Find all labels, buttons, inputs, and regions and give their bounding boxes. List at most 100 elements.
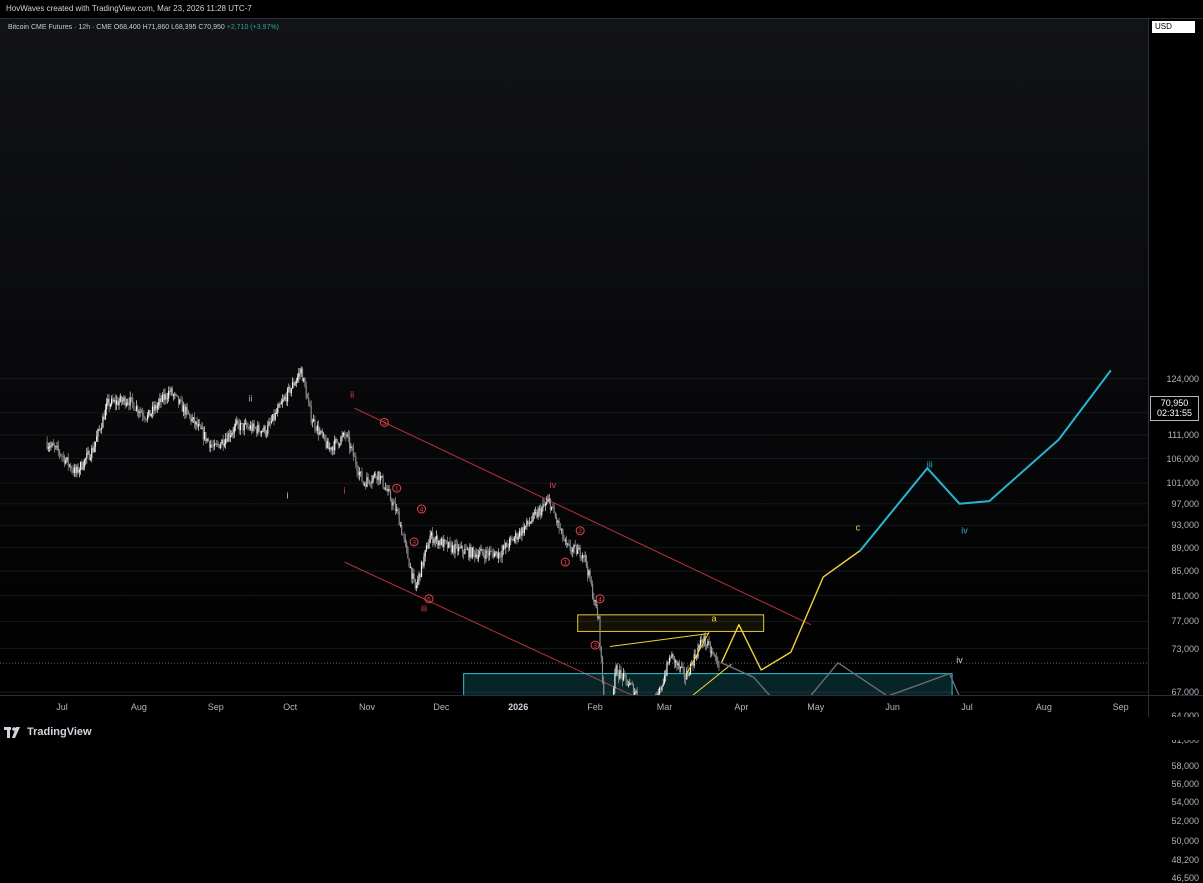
candle-body <box>666 662 668 676</box>
candle-body <box>403 535 405 539</box>
candle-body <box>351 446 353 448</box>
candle-body <box>686 670 688 680</box>
candle-body <box>382 475 384 488</box>
candle-body <box>373 473 375 476</box>
candle-body <box>252 423 254 431</box>
candle-body <box>439 540 441 545</box>
candle-body <box>596 608 599 618</box>
candle-body <box>350 446 352 449</box>
candle-body <box>242 423 244 431</box>
wave-label: c <box>856 523 861 533</box>
candle-body <box>542 504 544 508</box>
candle-body <box>663 675 666 684</box>
candle-body <box>107 398 109 404</box>
wave-label: iv <box>956 655 963 665</box>
time-tick-label: Mar <box>656 702 673 712</box>
candle-body <box>82 467 84 470</box>
candle-body <box>320 430 322 432</box>
candle-body <box>160 398 162 402</box>
candle-body <box>87 451 89 454</box>
candle-body <box>713 653 715 656</box>
candle-body <box>372 475 374 481</box>
candle-body <box>349 436 351 449</box>
candle-body <box>370 483 372 484</box>
time-axis[interactable]: Jul Aug Sep Oct Nov Dec 2026 Feb Mar Apr May Jun Jul… <box>0 695 1148 718</box>
candle-body <box>660 687 662 690</box>
candle-body <box>715 657 718 660</box>
candle-body <box>418 573 420 580</box>
candle-body <box>329 447 331 450</box>
candle-body <box>50 445 52 447</box>
circled-wave-number: 3 <box>383 420 387 427</box>
legend-high: H71,860 <box>142 24 170 31</box>
candle-body <box>409 567 411 568</box>
candle-body <box>570 550 573 552</box>
candle-body <box>345 435 347 437</box>
candle-body <box>110 398 113 405</box>
candle-body <box>569 544 571 551</box>
price-tick-label: 101,000 <box>1166 478 1199 489</box>
candle-body <box>554 513 556 518</box>
candle-body <box>275 412 278 414</box>
candle-body <box>553 506 555 514</box>
candle-body <box>603 681 605 695</box>
candle-body <box>52 443 54 446</box>
candle-body <box>246 423 248 427</box>
candle-body <box>599 616 601 647</box>
candle-body <box>490 551 492 552</box>
candle-body <box>106 403 108 410</box>
candle-body <box>199 424 201 426</box>
circled-wave-marker <box>379 417 389 427</box>
candle-body <box>63 456 66 464</box>
candle-body <box>538 508 540 511</box>
candle-body <box>521 527 523 536</box>
candle-body <box>583 555 585 557</box>
candle-body <box>174 393 176 395</box>
price-tick-label: 106,000 <box>1166 453 1199 464</box>
candle-body <box>244 423 247 424</box>
candle-body <box>458 547 460 552</box>
candle-body <box>501 550 503 558</box>
candle-body <box>598 616 600 618</box>
candle-body <box>397 509 399 512</box>
candle-body <box>541 507 543 516</box>
candle-body <box>517 536 519 540</box>
chart-header-bar: HovWaves created with TradingView.com, M… <box>0 0 1203 19</box>
price-chart-pane[interactable]: iiiiiiiiivviiiivviabiiciiiiv3143521436 <box>0 19 1148 695</box>
candle-body <box>225 438 227 444</box>
candle-body <box>241 422 243 424</box>
candle-body <box>65 460 67 464</box>
candle-body <box>696 656 698 658</box>
price-axis[interactable]: 124,000116,000111,000106,000101,00097,00… <box>1148 19 1203 883</box>
candle-body <box>227 433 229 442</box>
candle-body <box>526 520 528 526</box>
candle-body <box>420 561 423 578</box>
candle-body <box>186 407 188 411</box>
candle-body <box>256 427 258 434</box>
candle-body <box>684 677 687 680</box>
candle-body <box>314 419 316 429</box>
candle-body <box>130 397 133 398</box>
candle-body <box>544 504 547 506</box>
candle-body <box>179 399 181 404</box>
candle-body <box>285 396 287 402</box>
wave-label: iv <box>550 480 557 490</box>
candle-body <box>585 555 587 566</box>
price-tick-label: 46,500 <box>1171 873 1199 883</box>
candle-body <box>139 411 141 413</box>
candle-body <box>217 443 219 445</box>
price-chart-svg[interactable]: iiiiiiiiivviiiivviabiiciiiiv3143521436 <box>0 19 1148 695</box>
time-tick-label: Jun <box>885 702 900 712</box>
candle-body <box>185 407 187 415</box>
candle-body <box>143 415 145 418</box>
price-tick-label: 50,000 <box>1171 836 1199 847</box>
candle-body <box>616 665 618 676</box>
price-tick-label: 81,000 <box>1171 590 1199 601</box>
candle-body <box>251 425 253 431</box>
candle-body <box>108 398 110 407</box>
currency-button[interactable]: USD <box>1152 21 1195 33</box>
candle-body <box>459 547 461 548</box>
price-tick-label: 52,000 <box>1171 816 1199 827</box>
candle-body <box>367 477 369 481</box>
candle-body <box>634 692 636 695</box>
